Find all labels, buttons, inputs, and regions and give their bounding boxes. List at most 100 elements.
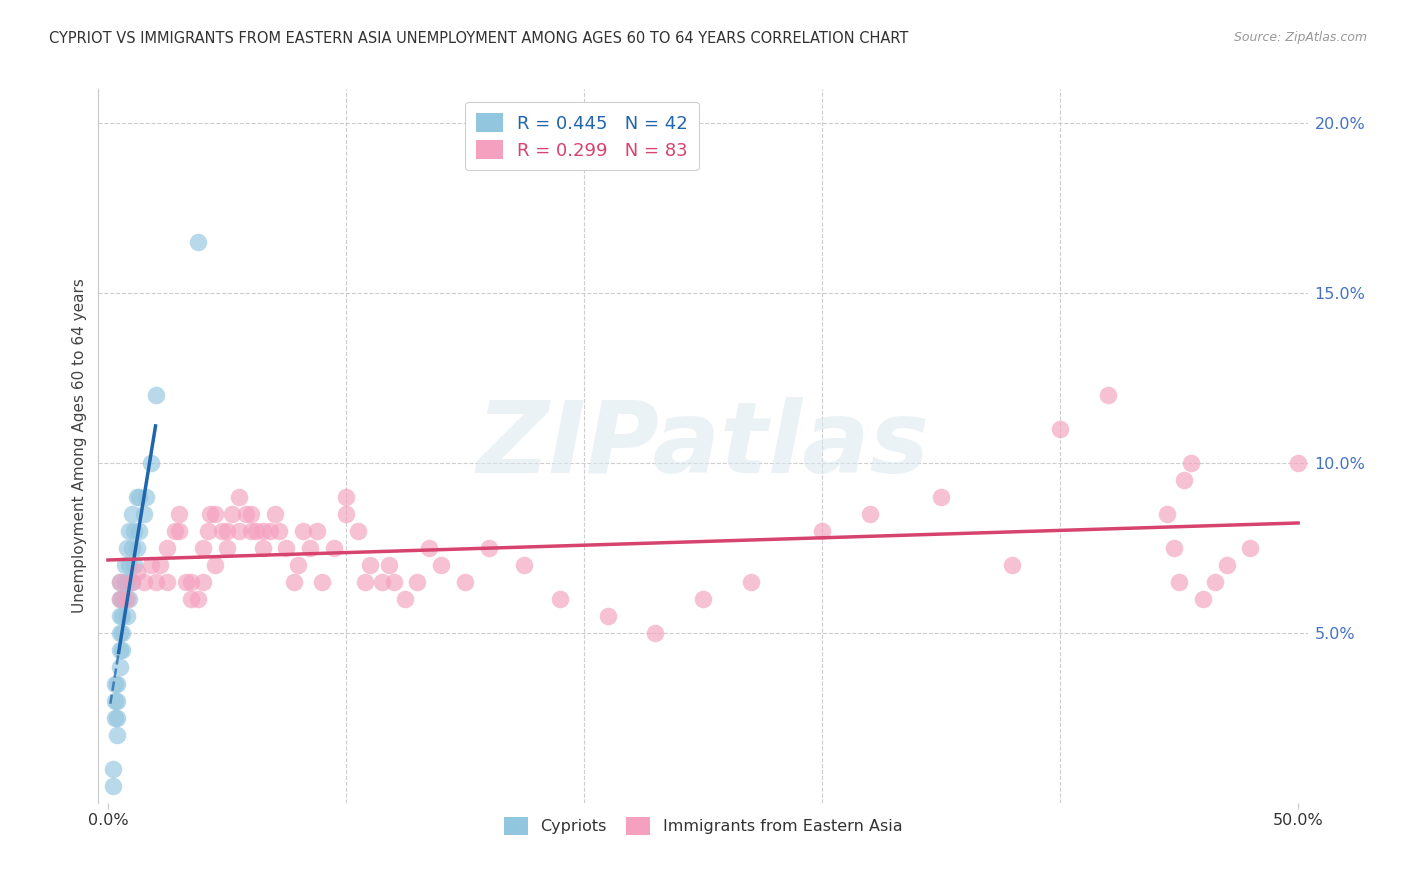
Point bbox=[1173, 473, 1195, 487]
Point bbox=[204, 507, 226, 521]
Point bbox=[1239, 541, 1261, 555]
Text: Source: ZipAtlas.com: Source: ZipAtlas.com bbox=[1233, 31, 1367, 45]
Point bbox=[156, 541, 179, 555]
Point bbox=[107, 711, 129, 725]
Point bbox=[145, 388, 167, 402]
Point bbox=[221, 507, 243, 521]
Point bbox=[114, 591, 136, 606]
Point bbox=[1180, 456, 1202, 470]
Point bbox=[1168, 574, 1191, 589]
Point bbox=[287, 558, 309, 572]
Point bbox=[644, 626, 666, 640]
Point bbox=[111, 626, 134, 640]
Point bbox=[1192, 591, 1215, 606]
Point bbox=[169, 524, 191, 538]
Point bbox=[128, 524, 150, 538]
Point bbox=[430, 558, 453, 572]
Point bbox=[283, 574, 305, 589]
Point bbox=[378, 558, 401, 572]
Point bbox=[307, 524, 329, 538]
Point bbox=[418, 541, 440, 555]
Point bbox=[145, 574, 167, 589]
Point bbox=[204, 558, 226, 572]
Point bbox=[191, 541, 214, 555]
Point bbox=[859, 507, 882, 521]
Point bbox=[108, 574, 131, 589]
Point bbox=[115, 541, 138, 555]
Point bbox=[118, 558, 141, 572]
Point bbox=[125, 565, 148, 579]
Point bbox=[101, 762, 124, 776]
Point bbox=[115, 591, 138, 606]
Point bbox=[235, 507, 257, 521]
Point bbox=[104, 694, 127, 708]
Point bbox=[1156, 507, 1178, 521]
Point bbox=[108, 591, 131, 606]
Point bbox=[122, 558, 145, 572]
Point bbox=[125, 490, 148, 504]
Point bbox=[335, 507, 357, 521]
Point bbox=[245, 524, 267, 538]
Point bbox=[121, 574, 143, 589]
Text: CYPRIOT VS IMMIGRANTS FROM EASTERN ASIA UNEMPLOYMENT AMONG AGES 60 TO 64 YEARS C: CYPRIOT VS IMMIGRANTS FROM EASTERN ASIA … bbox=[49, 31, 908, 46]
Point bbox=[169, 507, 191, 521]
Point bbox=[359, 558, 381, 572]
Point bbox=[108, 608, 131, 623]
Point bbox=[1163, 541, 1185, 555]
Point bbox=[176, 574, 198, 589]
Point bbox=[128, 490, 150, 504]
Point bbox=[811, 524, 834, 538]
Point bbox=[108, 643, 131, 657]
Point bbox=[104, 711, 127, 725]
Point bbox=[382, 574, 405, 589]
Point bbox=[252, 541, 274, 555]
Point bbox=[121, 574, 143, 589]
Point bbox=[163, 524, 186, 538]
Point bbox=[1286, 456, 1309, 470]
Point bbox=[299, 541, 322, 555]
Point bbox=[115, 574, 138, 589]
Point bbox=[513, 558, 536, 572]
Point bbox=[347, 524, 370, 538]
Point bbox=[929, 490, 952, 504]
Point bbox=[115, 608, 138, 623]
Point bbox=[107, 728, 129, 742]
Point bbox=[139, 456, 162, 470]
Point bbox=[292, 524, 315, 538]
Point bbox=[108, 591, 131, 606]
Point bbox=[104, 677, 127, 691]
Point bbox=[107, 677, 129, 691]
Point bbox=[311, 574, 333, 589]
Point bbox=[187, 591, 209, 606]
Point bbox=[121, 507, 143, 521]
Point bbox=[1204, 574, 1226, 589]
Point bbox=[548, 591, 571, 606]
Point bbox=[211, 524, 233, 538]
Point bbox=[149, 558, 172, 572]
Point bbox=[197, 524, 219, 538]
Point bbox=[191, 574, 214, 589]
Point bbox=[108, 660, 131, 674]
Legend: Cypriots, Immigrants from Eastern Asia: Cypriots, Immigrants from Eastern Asia bbox=[498, 811, 908, 841]
Point bbox=[135, 490, 157, 504]
Point bbox=[228, 524, 250, 538]
Point bbox=[269, 524, 291, 538]
Point bbox=[122, 524, 145, 538]
Point bbox=[132, 507, 155, 521]
Point bbox=[114, 574, 136, 589]
Point bbox=[1001, 558, 1024, 572]
Point bbox=[107, 694, 129, 708]
Point bbox=[263, 507, 285, 521]
Point bbox=[692, 591, 714, 606]
Point bbox=[121, 541, 143, 555]
Point bbox=[132, 574, 155, 589]
Point bbox=[394, 591, 416, 606]
Point bbox=[139, 558, 162, 572]
Text: ZIPatlas: ZIPatlas bbox=[477, 398, 929, 494]
Point bbox=[228, 490, 250, 504]
Point bbox=[111, 643, 134, 657]
Point bbox=[252, 524, 274, 538]
Point bbox=[215, 541, 238, 555]
Point bbox=[111, 608, 134, 623]
Point bbox=[118, 591, 141, 606]
